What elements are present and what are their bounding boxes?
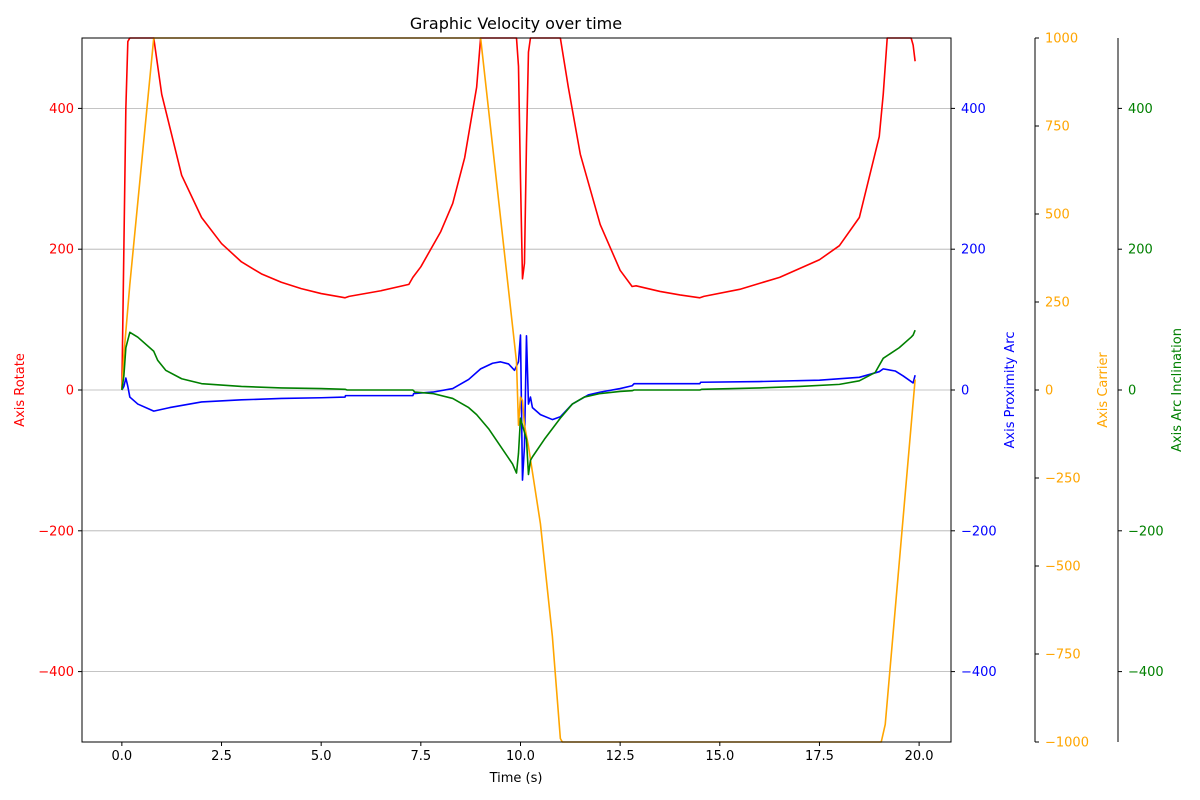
y-tick-label-rotate: −400: [38, 665, 74, 680]
y-tick-label-rotate: 0: [66, 384, 74, 399]
series-line-rotate: [121, 37, 916, 391]
y-tick-label-proximity: −200: [961, 524, 997, 539]
y-tick-label-proximity: 400: [961, 102, 986, 117]
chart-title: Graphic Velocity over time: [410, 14, 622, 33]
y-tick-label-proximity: −400: [961, 665, 997, 680]
y-tick-label-inclination: 400: [1128, 102, 1153, 117]
y-tick-label-rotate: 400: [49, 102, 74, 117]
y-tick-label-proximity: 200: [961, 243, 986, 258]
y-tick-label-carrier: 1000: [1045, 32, 1078, 47]
x-tick-label: 5.0: [311, 749, 332, 764]
x-tick-label: 7.5: [410, 749, 431, 764]
y-tick-label-carrier: −1000: [1045, 736, 1089, 751]
x-tick-label: 17.5: [805, 749, 834, 764]
y-axis-title-inclination: Axis Arc Inclination: [1170, 328, 1185, 452]
x-tick-label: 2.5: [211, 749, 232, 764]
y-tick-label-carrier: −750: [1045, 648, 1081, 663]
y-tick-label-inclination: −400: [1128, 665, 1164, 680]
y-tick-label-carrier: 0: [1045, 384, 1053, 399]
y-tick-label-carrier: 250: [1045, 296, 1070, 311]
y-tick-label-carrier: −250: [1045, 472, 1081, 487]
y-tick-label-carrier: 750: [1045, 120, 1070, 135]
y-tick-label-inclination: −200: [1128, 524, 1164, 539]
y-axis-title-carrier: Axis Carrier: [1096, 352, 1111, 428]
y-tick-label-carrier: −500: [1045, 560, 1081, 575]
axes: 0.0 2.5 5.0 7.5 10.0 12.5 15.0 17.5 20.0 −400 −200…: [13, 32, 1185, 765]
y-tick-label-carrier: 500: [1045, 208, 1070, 223]
y-tick-label-rotate: 200: [49, 243, 74, 258]
y-axis-title-rotate: Axis Rotate: [13, 353, 28, 427]
series-line-inclination: [121, 329, 916, 476]
series-line-proximity: [121, 334, 916, 481]
x-tick-label: 0.0: [112, 749, 133, 764]
y-tick-label-inclination: 200: [1128, 243, 1153, 258]
y-axis-title-proximity: Axis Proximity Arc: [1003, 332, 1018, 449]
x-axis-title: Time (s): [489, 771, 543, 786]
x-tick-label: 20.0: [905, 749, 934, 764]
x-tick-label: 12.5: [606, 749, 635, 764]
x-tick-label: 15.0: [705, 749, 734, 764]
x-tick-label: 10.0: [506, 749, 535, 764]
y-tick-label-proximity: 0: [961, 384, 969, 399]
y-tick-label-rotate: −200: [38, 524, 74, 539]
y-tick-label-inclination: 0: [1128, 384, 1136, 399]
